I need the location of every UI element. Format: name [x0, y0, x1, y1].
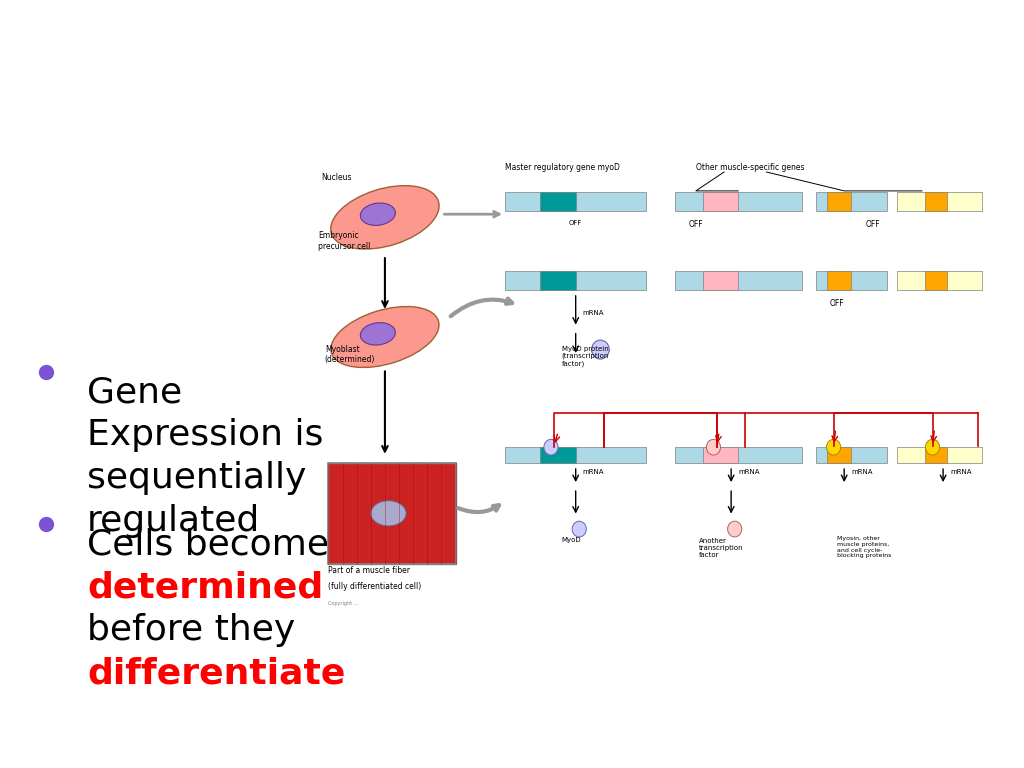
- Text: regulated: regulated: [87, 505, 260, 538]
- Text: OFF: OFF: [829, 299, 845, 307]
- FancyBboxPatch shape: [816, 271, 887, 290]
- Text: Master regulatory gene myoD: Master regulatory gene myoD: [505, 163, 620, 172]
- Text: before they: before they: [87, 614, 295, 647]
- Ellipse shape: [360, 203, 395, 225]
- FancyBboxPatch shape: [675, 271, 802, 290]
- FancyBboxPatch shape: [505, 271, 646, 290]
- FancyBboxPatch shape: [816, 447, 887, 463]
- FancyBboxPatch shape: [897, 192, 982, 211]
- Ellipse shape: [331, 306, 439, 367]
- Ellipse shape: [544, 439, 558, 455]
- Text: Gene: Gene: [87, 376, 182, 409]
- Text: Other muscle-specific genes: Other muscle-specific genes: [696, 163, 804, 172]
- Text: Another
transcription
factor: Another transcription factor: [699, 538, 744, 558]
- Text: Copyright ...: Copyright ...: [329, 601, 358, 606]
- FancyBboxPatch shape: [541, 192, 575, 211]
- Ellipse shape: [572, 521, 587, 537]
- FancyBboxPatch shape: [926, 447, 946, 463]
- Text: Nucleus: Nucleus: [322, 173, 352, 181]
- Ellipse shape: [592, 340, 609, 359]
- Ellipse shape: [360, 323, 395, 345]
- Text: mRNA: mRNA: [583, 469, 604, 475]
- FancyBboxPatch shape: [541, 271, 575, 290]
- FancyBboxPatch shape: [926, 192, 946, 211]
- Ellipse shape: [371, 501, 407, 526]
- FancyBboxPatch shape: [702, 271, 738, 290]
- Text: Sequential Regulation: Sequential Regulation: [59, 32, 965, 102]
- Ellipse shape: [826, 439, 841, 455]
- Text: determined: determined: [87, 571, 324, 604]
- Ellipse shape: [728, 521, 741, 537]
- Text: OFF: OFF: [688, 220, 703, 229]
- Text: sequentially: sequentially: [87, 462, 306, 495]
- FancyBboxPatch shape: [675, 192, 802, 211]
- FancyBboxPatch shape: [702, 447, 738, 463]
- Text: Expression is: Expression is: [87, 419, 324, 452]
- Ellipse shape: [926, 439, 940, 455]
- FancyBboxPatch shape: [675, 447, 802, 463]
- Text: Cells become: Cells become: [87, 528, 329, 561]
- Text: mRNA: mRNA: [851, 469, 872, 475]
- Text: Myoblast
(determined): Myoblast (determined): [325, 345, 375, 364]
- FancyBboxPatch shape: [826, 447, 851, 463]
- Text: Embryonic
precursor cell: Embryonic precursor cell: [317, 231, 370, 251]
- Text: Part of a muscle fiber: Part of a muscle fiber: [329, 566, 411, 575]
- FancyBboxPatch shape: [926, 271, 946, 290]
- FancyBboxPatch shape: [702, 192, 738, 211]
- FancyBboxPatch shape: [505, 447, 646, 463]
- Text: MyoD protein
(transcription
factor): MyoD protein (transcription factor): [561, 346, 609, 367]
- FancyBboxPatch shape: [329, 463, 456, 564]
- Text: mRNA: mRNA: [950, 469, 972, 475]
- Text: OFF: OFF: [865, 220, 880, 229]
- Text: mRNA: mRNA: [583, 310, 604, 316]
- FancyBboxPatch shape: [505, 192, 646, 211]
- Text: (fully differentiated cell): (fully differentiated cell): [329, 582, 422, 591]
- FancyBboxPatch shape: [897, 447, 982, 463]
- FancyBboxPatch shape: [816, 192, 887, 211]
- Text: OFF: OFF: [569, 220, 583, 227]
- Ellipse shape: [707, 439, 721, 455]
- Ellipse shape: [331, 186, 439, 249]
- FancyBboxPatch shape: [897, 271, 982, 290]
- FancyBboxPatch shape: [541, 447, 575, 463]
- FancyBboxPatch shape: [826, 271, 851, 290]
- Text: differentiate: differentiate: [87, 657, 345, 690]
- FancyBboxPatch shape: [826, 192, 851, 211]
- Text: mRNA: mRNA: [738, 469, 760, 475]
- Text: MyoD: MyoD: [561, 537, 582, 543]
- Text: Myosin, other
muscle proteins,
and cell cycle-
blocking proteins: Myosin, other muscle proteins, and cell …: [837, 536, 892, 558]
